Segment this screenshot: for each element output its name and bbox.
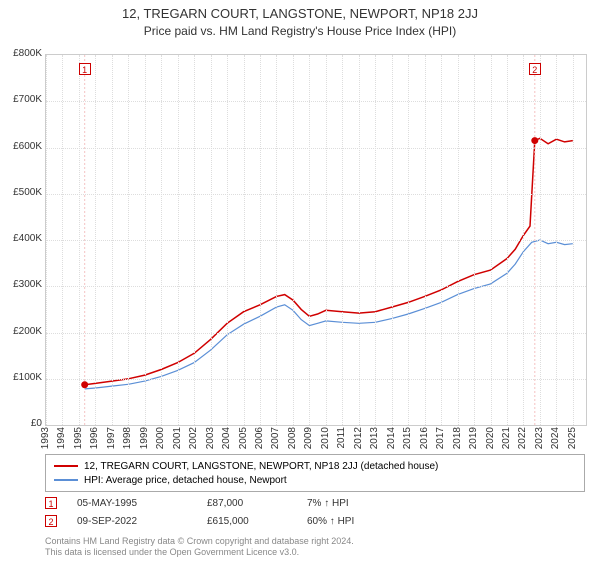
x-axis-label: 2014: [386, 427, 397, 449]
sale-marker-1: 1: [79, 63, 91, 75]
legend: 12, TREGARN COURT, LANGSTONE, NEWPORT, N…: [45, 454, 585, 492]
x-axis-label: 1996: [89, 427, 100, 449]
x-axis-label: 1993: [40, 427, 51, 449]
x-axis-label: 2013: [369, 427, 380, 449]
sale-row: 1 05-MAY-1995£87,0007% ↑ HPI: [45, 494, 585, 512]
x-axis-label: 2024: [550, 427, 561, 449]
x-axis-label: 2009: [303, 427, 314, 449]
x-axis-label: 1994: [56, 427, 67, 449]
x-axis-label: 2000: [155, 427, 166, 449]
sale-marker-2: 2: [529, 63, 541, 75]
y-axis-label: £300K: [2, 279, 42, 290]
sale-date: 05-MAY-1995: [77, 498, 207, 509]
x-axis-label: 2005: [238, 427, 249, 449]
x-axis-label: 1998: [122, 427, 133, 449]
x-axis-label: 2012: [353, 427, 364, 449]
x-axis-label: 2004: [221, 427, 232, 449]
sales-table: 1 05-MAY-1995£87,0007% ↑ HPI 2 09-SEP-2022£…: [45, 494, 585, 530]
y-axis-label: £700K: [2, 94, 42, 105]
page-title: 12, TREGARN COURT, LANGSTONE, NEWPORT, N…: [0, 6, 600, 21]
y-axis-label: £600K: [2, 141, 42, 152]
legend-label: 12, TREGARN COURT, LANGSTONE, NEWPORT, N…: [84, 461, 438, 472]
x-axis-label: 2008: [287, 427, 298, 449]
sale-row-marker: 1: [45, 497, 57, 509]
x-axis-label: 2023: [534, 427, 545, 449]
sale-diff: 7% ↑ HPI: [307, 498, 407, 509]
price-chart: 12: [45, 54, 587, 426]
x-axis-label: 2010: [320, 427, 331, 449]
series-hpi: [85, 240, 573, 389]
x-axis-label: 2002: [188, 427, 199, 449]
x-axis-label: 2021: [501, 427, 512, 449]
sale-row: 2 09-SEP-2022£615,00060% ↑ HPI: [45, 512, 585, 530]
x-axis-label: 2001: [172, 427, 183, 449]
legend-item: 12, TREGARN COURT, LANGSTONE, NEWPORT, N…: [54, 459, 576, 473]
x-axis-label: 2025: [567, 427, 578, 449]
x-axis-label: 1995: [73, 427, 84, 449]
x-axis-label: 2018: [452, 427, 463, 449]
sale-dot-1: [81, 381, 88, 388]
sale-diff: 60% ↑ HPI: [307, 516, 407, 527]
sale-price: £87,000: [207, 498, 307, 509]
sale-price: £615,000: [207, 516, 307, 527]
x-axis-label: 2007: [270, 427, 281, 449]
legend-swatch: [54, 479, 78, 481]
sale-dot-2: [531, 137, 538, 144]
legend-label: HPI: Average price, detached house, Newp…: [84, 475, 287, 486]
y-axis-label: £400K: [2, 233, 42, 244]
series-price_paid: [85, 138, 573, 384]
x-axis-label: 1999: [139, 427, 150, 449]
y-axis-label: £200K: [2, 326, 42, 337]
x-axis-label: 2019: [468, 427, 479, 449]
x-axis-label: 2020: [485, 427, 496, 449]
x-axis-label: 2015: [402, 427, 413, 449]
sale-date: 09-SEP-2022: [77, 516, 207, 527]
x-axis-label: 1997: [106, 427, 117, 449]
x-axis-label: 2016: [419, 427, 430, 449]
x-axis-label: 2006: [254, 427, 265, 449]
x-axis-label: 2022: [517, 427, 528, 449]
legend-item: HPI: Average price, detached house, Newp…: [54, 473, 576, 487]
footer: Contains HM Land Registry data © Crown c…: [45, 536, 585, 558]
x-axis-label: 2003: [205, 427, 216, 449]
footer-line-2: This data is licensed under the Open Gov…: [45, 547, 585, 558]
legend-swatch: [54, 465, 78, 467]
footer-line-1: Contains HM Land Registry data © Crown c…: [45, 536, 585, 547]
page-subtitle: Price paid vs. HM Land Registry's House …: [0, 24, 600, 38]
y-axis-label: £500K: [2, 187, 42, 198]
sale-row-marker: 2: [45, 515, 57, 527]
y-axis-label: £100K: [2, 372, 42, 383]
y-axis-label: £0: [2, 418, 42, 429]
y-axis-label: £800K: [2, 48, 42, 59]
x-axis-label: 2017: [435, 427, 446, 449]
x-axis-label: 2011: [336, 427, 347, 449]
